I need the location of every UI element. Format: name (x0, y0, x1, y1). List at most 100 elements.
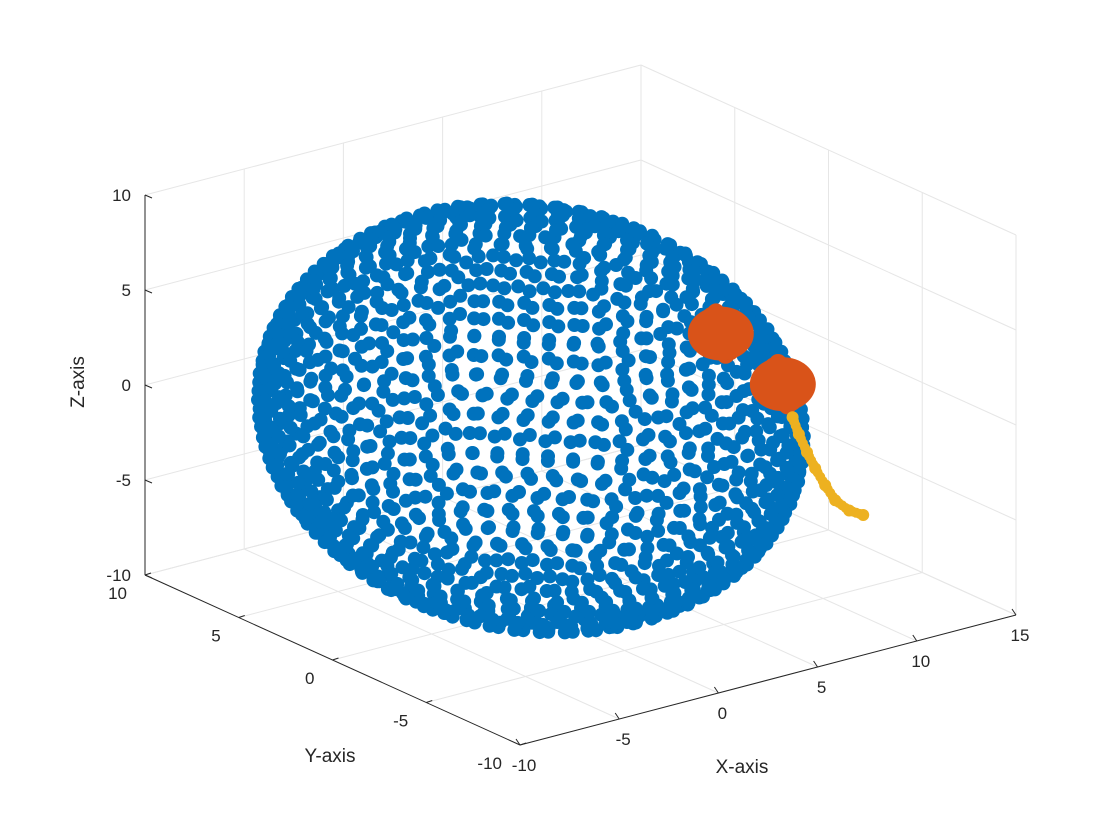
sphere-point (575, 395, 590, 410)
sphere-point (408, 507, 423, 522)
sphere-point (332, 343, 347, 358)
sphere-point (541, 337, 556, 352)
sphere-point (692, 560, 707, 575)
sphere-point (498, 469, 513, 484)
sphere-point (353, 417, 367, 432)
sphere-point (279, 479, 294, 493)
sphere-point (408, 472, 423, 487)
sphere-point (621, 353, 636, 368)
z-tick-label: -5 (116, 471, 131, 490)
sphere-point (304, 371, 319, 386)
sphere-point (564, 584, 579, 599)
sphere-point (348, 351, 362, 366)
sphere-point (498, 220, 513, 235)
sphere-point (574, 267, 589, 282)
y-axis-title: Y-axis (304, 746, 355, 767)
sphere-point (518, 541, 533, 556)
sphere-point (355, 546, 370, 561)
sphere-point (638, 452, 653, 466)
sphere-point (745, 404, 760, 418)
sphere-point (617, 373, 632, 388)
sphere-point (440, 571, 455, 586)
sphere-point (672, 521, 687, 535)
sphere-point (417, 436, 432, 451)
sphere-point (773, 499, 788, 514)
sphere-point (622, 472, 637, 487)
sphere-point (433, 589, 448, 604)
sphere-point (355, 508, 370, 522)
sphere-point (660, 449, 675, 464)
y-tick-label: -5 (393, 712, 408, 731)
sphere-point (541, 414, 556, 429)
sphere-point (368, 317, 383, 332)
sphere-point (506, 601, 521, 616)
sphere-point (555, 572, 570, 587)
sphere-point (545, 242, 560, 256)
sphere-point (569, 376, 584, 390)
sphere-point (587, 219, 602, 234)
sphere-point (745, 484, 760, 499)
y-tick (519, 742, 527, 746)
sphere-point (304, 484, 319, 499)
sphere-point (290, 475, 305, 490)
sphere-point (590, 454, 605, 469)
sphere-point (323, 424, 338, 439)
sphere-point (292, 362, 307, 377)
sphere-point (503, 266, 517, 281)
grid-line-floor-y (238, 487, 735, 618)
sphere-point (549, 473, 564, 488)
sphere-point (530, 571, 545, 585)
sphere-point (497, 281, 512, 296)
x-tick-label: -10 (512, 756, 537, 775)
sphere-point (450, 344, 465, 359)
sphere-point (385, 392, 400, 407)
sphere-point (308, 325, 323, 340)
sphere-point (397, 391, 412, 406)
sphere-point (431, 239, 446, 253)
sphere-point (407, 390, 422, 404)
sphere-point (770, 453, 785, 468)
sphere-point (280, 375, 294, 390)
sphere-point (580, 572, 595, 587)
sphere-point (400, 266, 415, 281)
sphere-point (672, 486, 687, 500)
sphere-point (505, 488, 520, 503)
sphere-point (407, 245, 422, 260)
sphere-point (516, 335, 531, 350)
sphere-point (364, 478, 379, 493)
sphere-point (701, 377, 716, 392)
sphere-point (273, 446, 287, 461)
sphere-point (352, 521, 367, 536)
sphere-point (360, 439, 375, 454)
sphere-point (651, 506, 666, 521)
y-tick (238, 615, 245, 618)
sphere-point (264, 402, 279, 417)
sphere-point (729, 364, 744, 379)
sphere-point (744, 501, 759, 516)
sphere-point (283, 353, 298, 368)
sphere-point (730, 490, 745, 505)
sphere-point (716, 371, 731, 386)
z-tick-label: 5 (122, 281, 131, 300)
sphere-point (518, 566, 533, 581)
sphere-point (365, 460, 380, 475)
sphere-point (766, 435, 781, 450)
sphere-point (701, 387, 716, 402)
sphere-point (679, 340, 694, 355)
sphere-point (324, 361, 339, 376)
sphere-point (414, 274, 429, 289)
sphere-point (636, 432, 650, 447)
sphere-point (724, 454, 739, 469)
sphere-point (684, 382, 699, 397)
sphere-point (538, 434, 553, 449)
sphere-point (300, 316, 315, 331)
sphere-point (459, 255, 474, 270)
sphere-point (362, 336, 377, 351)
sphere-point (758, 495, 773, 510)
sphere-point (417, 254, 432, 269)
y-tick (332, 657, 339, 661)
x-tick (515, 738, 521, 746)
sphere-point (543, 543, 558, 557)
sphere-point (731, 410, 746, 425)
